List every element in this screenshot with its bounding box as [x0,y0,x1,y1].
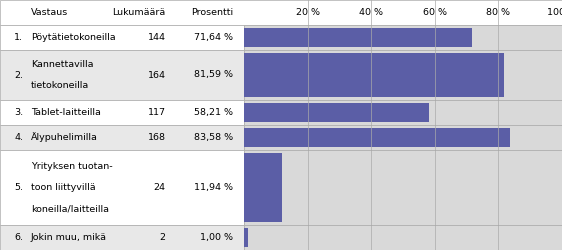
Text: Pöytätietokoneilla: Pöytätietokoneilla [31,33,116,42]
Bar [244,50,562,100]
Text: Prosentti: Prosentti [191,8,233,17]
Bar [0,50,244,100]
Bar [244,25,562,50]
Text: 5.: 5. [14,183,23,192]
Text: 2: 2 [160,233,166,242]
Text: tietokoneilla: tietokoneilla [31,81,89,90]
Bar [0,225,244,250]
Text: Kannettavilla: Kannettavilla [31,60,93,69]
Text: 117: 117 [148,108,166,117]
Bar [244,150,562,225]
Text: 1,00 %: 1,00 % [200,233,233,242]
Bar [244,228,248,247]
Bar [244,28,472,47]
Text: 168: 168 [148,133,166,142]
Text: Lukumäärä: Lukumäärä [112,8,166,17]
Bar [244,53,504,97]
Text: 60 %: 60 % [423,8,447,17]
Text: 4.: 4. [14,133,23,142]
Text: Vastaus: Vastaus [31,8,68,17]
Text: 24: 24 [154,183,166,192]
Text: 83,58 %: 83,58 % [194,133,233,142]
Text: 3.: 3. [14,108,23,117]
Text: 2.: 2. [14,70,23,80]
Bar [244,225,562,250]
Text: 40 %: 40 % [360,8,383,17]
Text: Älypuhelimilla: Älypuhelimilla [31,132,98,142]
Text: 81,59 %: 81,59 % [194,70,233,80]
Bar [244,128,510,147]
Text: koneilla/laitteilla: koneilla/laitteilla [31,204,109,213]
Text: 100 %: 100 % [547,8,562,17]
Bar [0,100,244,125]
Bar [244,100,562,125]
Text: 144: 144 [148,33,166,42]
Bar [244,153,282,222]
Text: Jokin muu, mikä: Jokin muu, mikä [31,233,107,242]
Text: Yrityksen tuotan-: Yrityksen tuotan- [31,162,112,171]
Text: 80 %: 80 % [487,8,510,17]
Text: 1.: 1. [14,33,23,42]
Text: 164: 164 [148,70,166,80]
Text: toon liittyvillä: toon liittyvillä [31,183,96,192]
Bar [0,25,244,50]
Text: Tablet-laitteilla: Tablet-laitteilla [31,108,101,117]
Bar [244,125,562,150]
Text: 20 %: 20 % [296,8,320,17]
Bar [244,103,429,122]
Text: 11,94 %: 11,94 % [194,183,233,192]
Bar [0,150,244,225]
Bar [0,0,562,25]
Text: 58,21 %: 58,21 % [194,108,233,117]
Text: 6.: 6. [14,233,23,242]
Bar [0,125,244,150]
Text: 71,64 %: 71,64 % [194,33,233,42]
